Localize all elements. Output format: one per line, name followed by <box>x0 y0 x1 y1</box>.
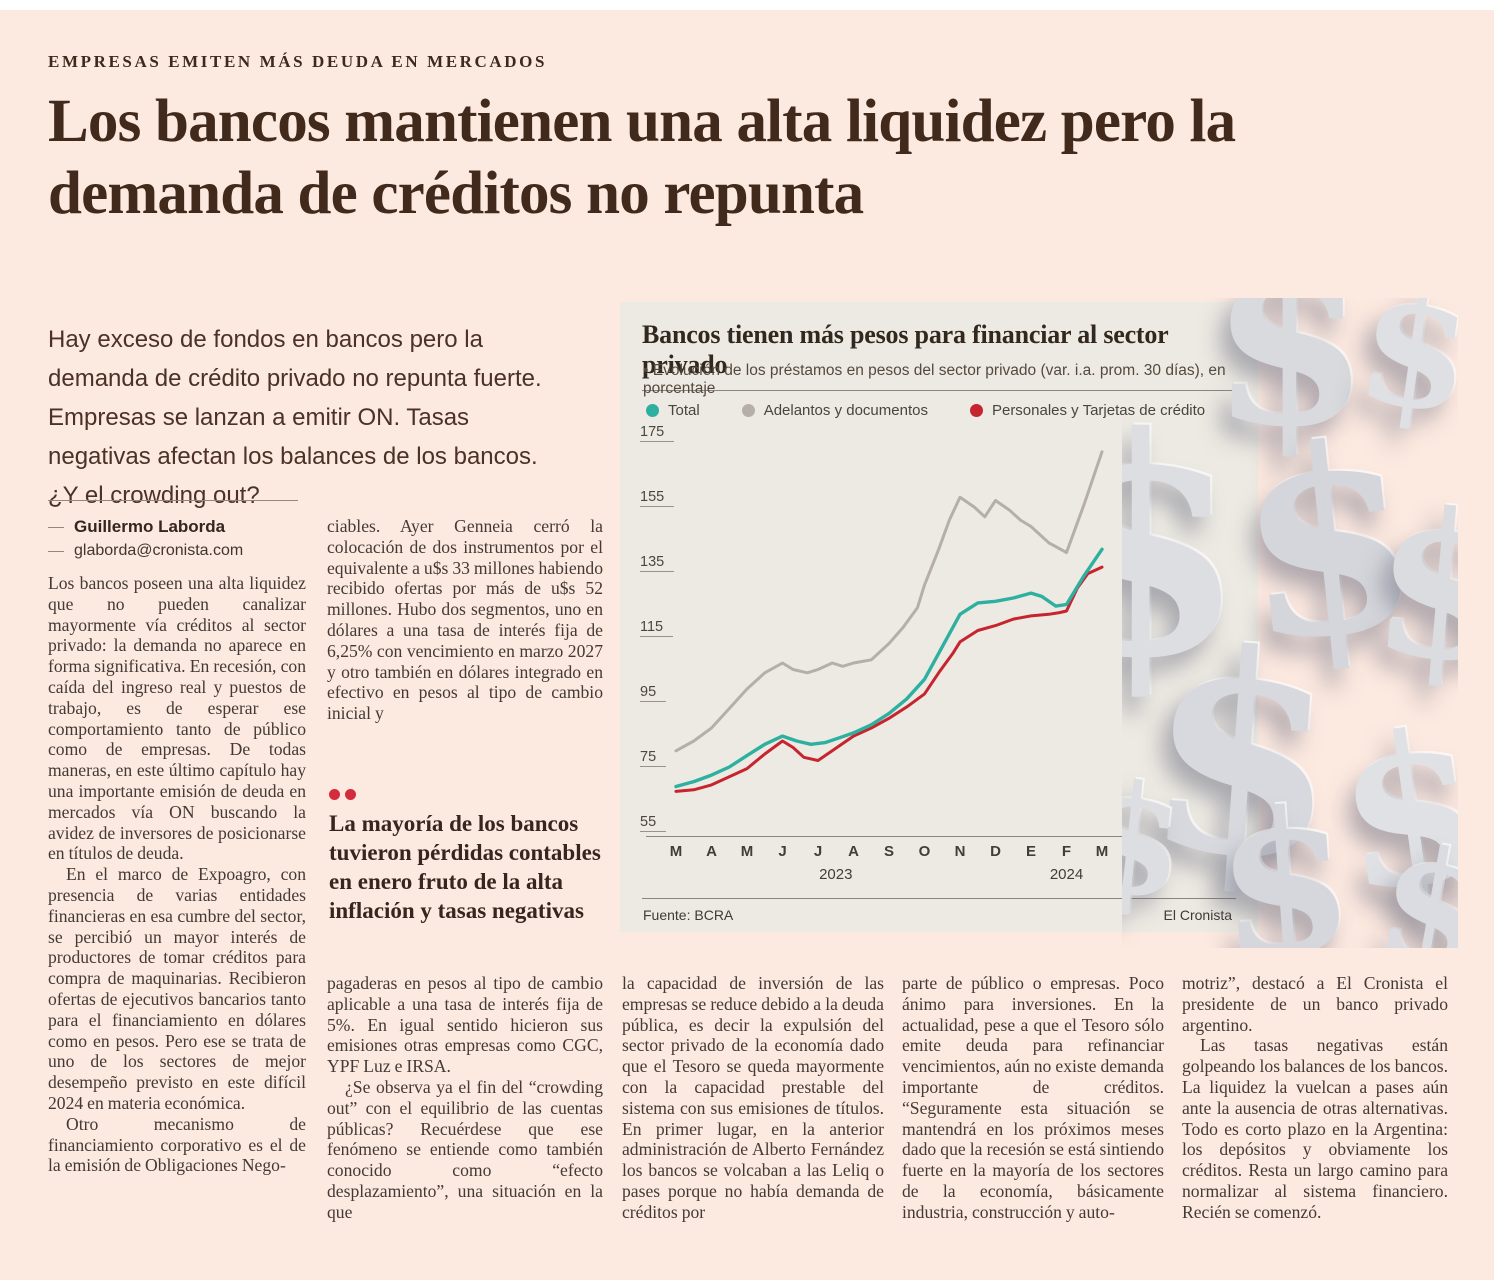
byline-author: Guillermo Laborda <box>74 517 226 536</box>
x-tick-label: E <box>1025 843 1036 860</box>
quote-dots-icon <box>329 789 356 800</box>
year-label: 2023 <box>819 866 853 883</box>
legend-item-personales: Personales y Tarjetas de crédito <box>969 402 1206 419</box>
paragraph: ¿Se observa ya el fin del “crowding out”… <box>327 1076 603 1222</box>
y-tick-label: 55 <box>640 814 667 832</box>
x-tick-label: D <box>990 843 1001 860</box>
dollar-icon: $ <box>1209 764 1361 948</box>
x-tick-label: A <box>706 843 717 860</box>
article-column-2-top: ciables. Ayer Genneia cerró la colocació… <box>327 516 603 750</box>
paragraph: En el marco de Expoagro, con presencia d… <box>48 864 306 1113</box>
chart-legend: Total Adelantos y documentos Personales … <box>646 402 1205 419</box>
x-tick-label: J <box>813 843 823 860</box>
legend-label: Personales y Tarjetas de crédito <box>991 402 1206 419</box>
legend-dot-total-icon <box>646 404 659 417</box>
x-tick-label: N <box>954 843 966 860</box>
legend-item-total: Total <box>646 402 700 419</box>
byline-author-row: Guillermo Laborda <box>48 517 318 537</box>
dollar-icon: $ <box>1364 464 1458 711</box>
pull-quote: La mayoría de los bancos tuvieron pérdid… <box>329 811 601 923</box>
x-tick-label: A <box>848 843 859 860</box>
chart-title: Bancos tienen más pesos para financiar a… <box>642 320 1169 379</box>
chart-panel-background <box>620 302 1258 932</box>
y-tick-label: 95 <box>640 684 667 702</box>
paragraph: Los bancos poseen una alta liquidez que … <box>48 573 306 864</box>
dollar-icon: $ <box>1210 298 1371 478</box>
lede: Hay exceso de fondos en bancos pero la d… <box>48 326 542 509</box>
year-label: 2024 <box>1049 866 1084 883</box>
chart-source: Fuente: BCRA <box>643 907 734 923</box>
paragraph: Las tasas negativas están golpeando los … <box>1182 1035 1448 1222</box>
chart-footer-rule <box>642 898 1236 899</box>
series-line-adelantos-y-documentos <box>674 450 1104 753</box>
paragraph: motriz”, destacó a El Cronista el presid… <box>1182 973 1448 1035</box>
legend-label: Adelantos y documentos <box>763 402 928 419</box>
byline-rule <box>48 500 298 501</box>
paragraph: Otro mecanismo de financiamiento corpora… <box>48 1113 306 1176</box>
y-tick-label: 155 <box>640 489 675 507</box>
chart-rule <box>642 390 1236 391</box>
x-tick-label: M <box>740 843 754 860</box>
article-column-3: la capacidad de inversión de las empresa… <box>622 973 884 1261</box>
paragraph: ciables. Ayer Genneia cerró la colocació… <box>327 516 603 724</box>
byline-dash-icon <box>48 550 64 552</box>
paragraph: pagaderas en pesos al tipo de cambio apl… <box>327 973 603 1077</box>
y-tick-label: 75 <box>640 749 667 767</box>
byline-email: glaborda@cronista.com <box>74 542 244 559</box>
x-tick-label: O <box>918 843 931 860</box>
legend-label: Total <box>668 402 700 419</box>
article-column-4: parte de público o empresas. Poco ánimo … <box>902 973 1164 1261</box>
article-column-2-bottom: pagaderas en pesos al tipo de cambio apl… <box>327 973 603 1261</box>
dollar-icon: $ <box>1122 371 1246 724</box>
x-tick-label: F <box>1061 843 1072 860</box>
x-tick-label: M <box>669 843 683 860</box>
chart-credit: El Cronista <box>1163 907 1232 923</box>
paragraph: la capacidad de inversión de las empresa… <box>622 973 884 1222</box>
dollar-signs-art: $ $ $ $ $ $ $ $ $ $ <box>1122 298 1458 948</box>
legend-dot-adelantos-icon <box>741 404 755 417</box>
series-line-total <box>674 547 1104 789</box>
byline-email-row: glaborda@cronista.com <box>48 542 318 560</box>
y-tick-label: 175 <box>640 424 675 442</box>
paragraph: parte de público o empresas. Poco ánimo … <box>902 973 1164 1222</box>
chart-x-axis-line <box>646 836 1142 837</box>
chart-subtitle: • Evolución de los préstamos en pesos de… <box>643 362 1226 397</box>
chart-panel: Bancos tienen más pesos para financiar a… <box>620 302 1258 932</box>
article-column-1: Los bancos poseen una alta liquidez que … <box>48 573 306 1261</box>
kicker: EMPRESAS EMITEN MÁS DEUDA EN MERCADOS <box>48 52 548 71</box>
byline: Guillermo Laborda glaborda@cronista.com <box>48 517 318 565</box>
legend-dot-personales-icon <box>969 404 983 417</box>
x-tick-label: M <box>1095 843 1109 860</box>
y-tick-label: 135 <box>640 554 675 572</box>
series-line-personales-y-tarjetas-de-cr-dito <box>674 565 1104 793</box>
y-tick-label: 115 <box>640 619 674 637</box>
legend-item-adelantos: Adelantos y documentos <box>741 402 928 419</box>
x-tick-label: J <box>778 843 787 860</box>
headline: Los bancos mantienen una alta liquidez p… <box>48 88 1236 227</box>
x-tick-label: S <box>883 843 894 860</box>
article-column-5: motriz”, destacó a El Cronista el presid… <box>1182 973 1448 1261</box>
byline-dash-icon <box>48 526 64 528</box>
chart-plot <box>674 450 1104 793</box>
newspaper-page: EMPRESAS EMITEN MÁS DEUDA EN MERCADOS Lo… <box>0 10 1494 1280</box>
